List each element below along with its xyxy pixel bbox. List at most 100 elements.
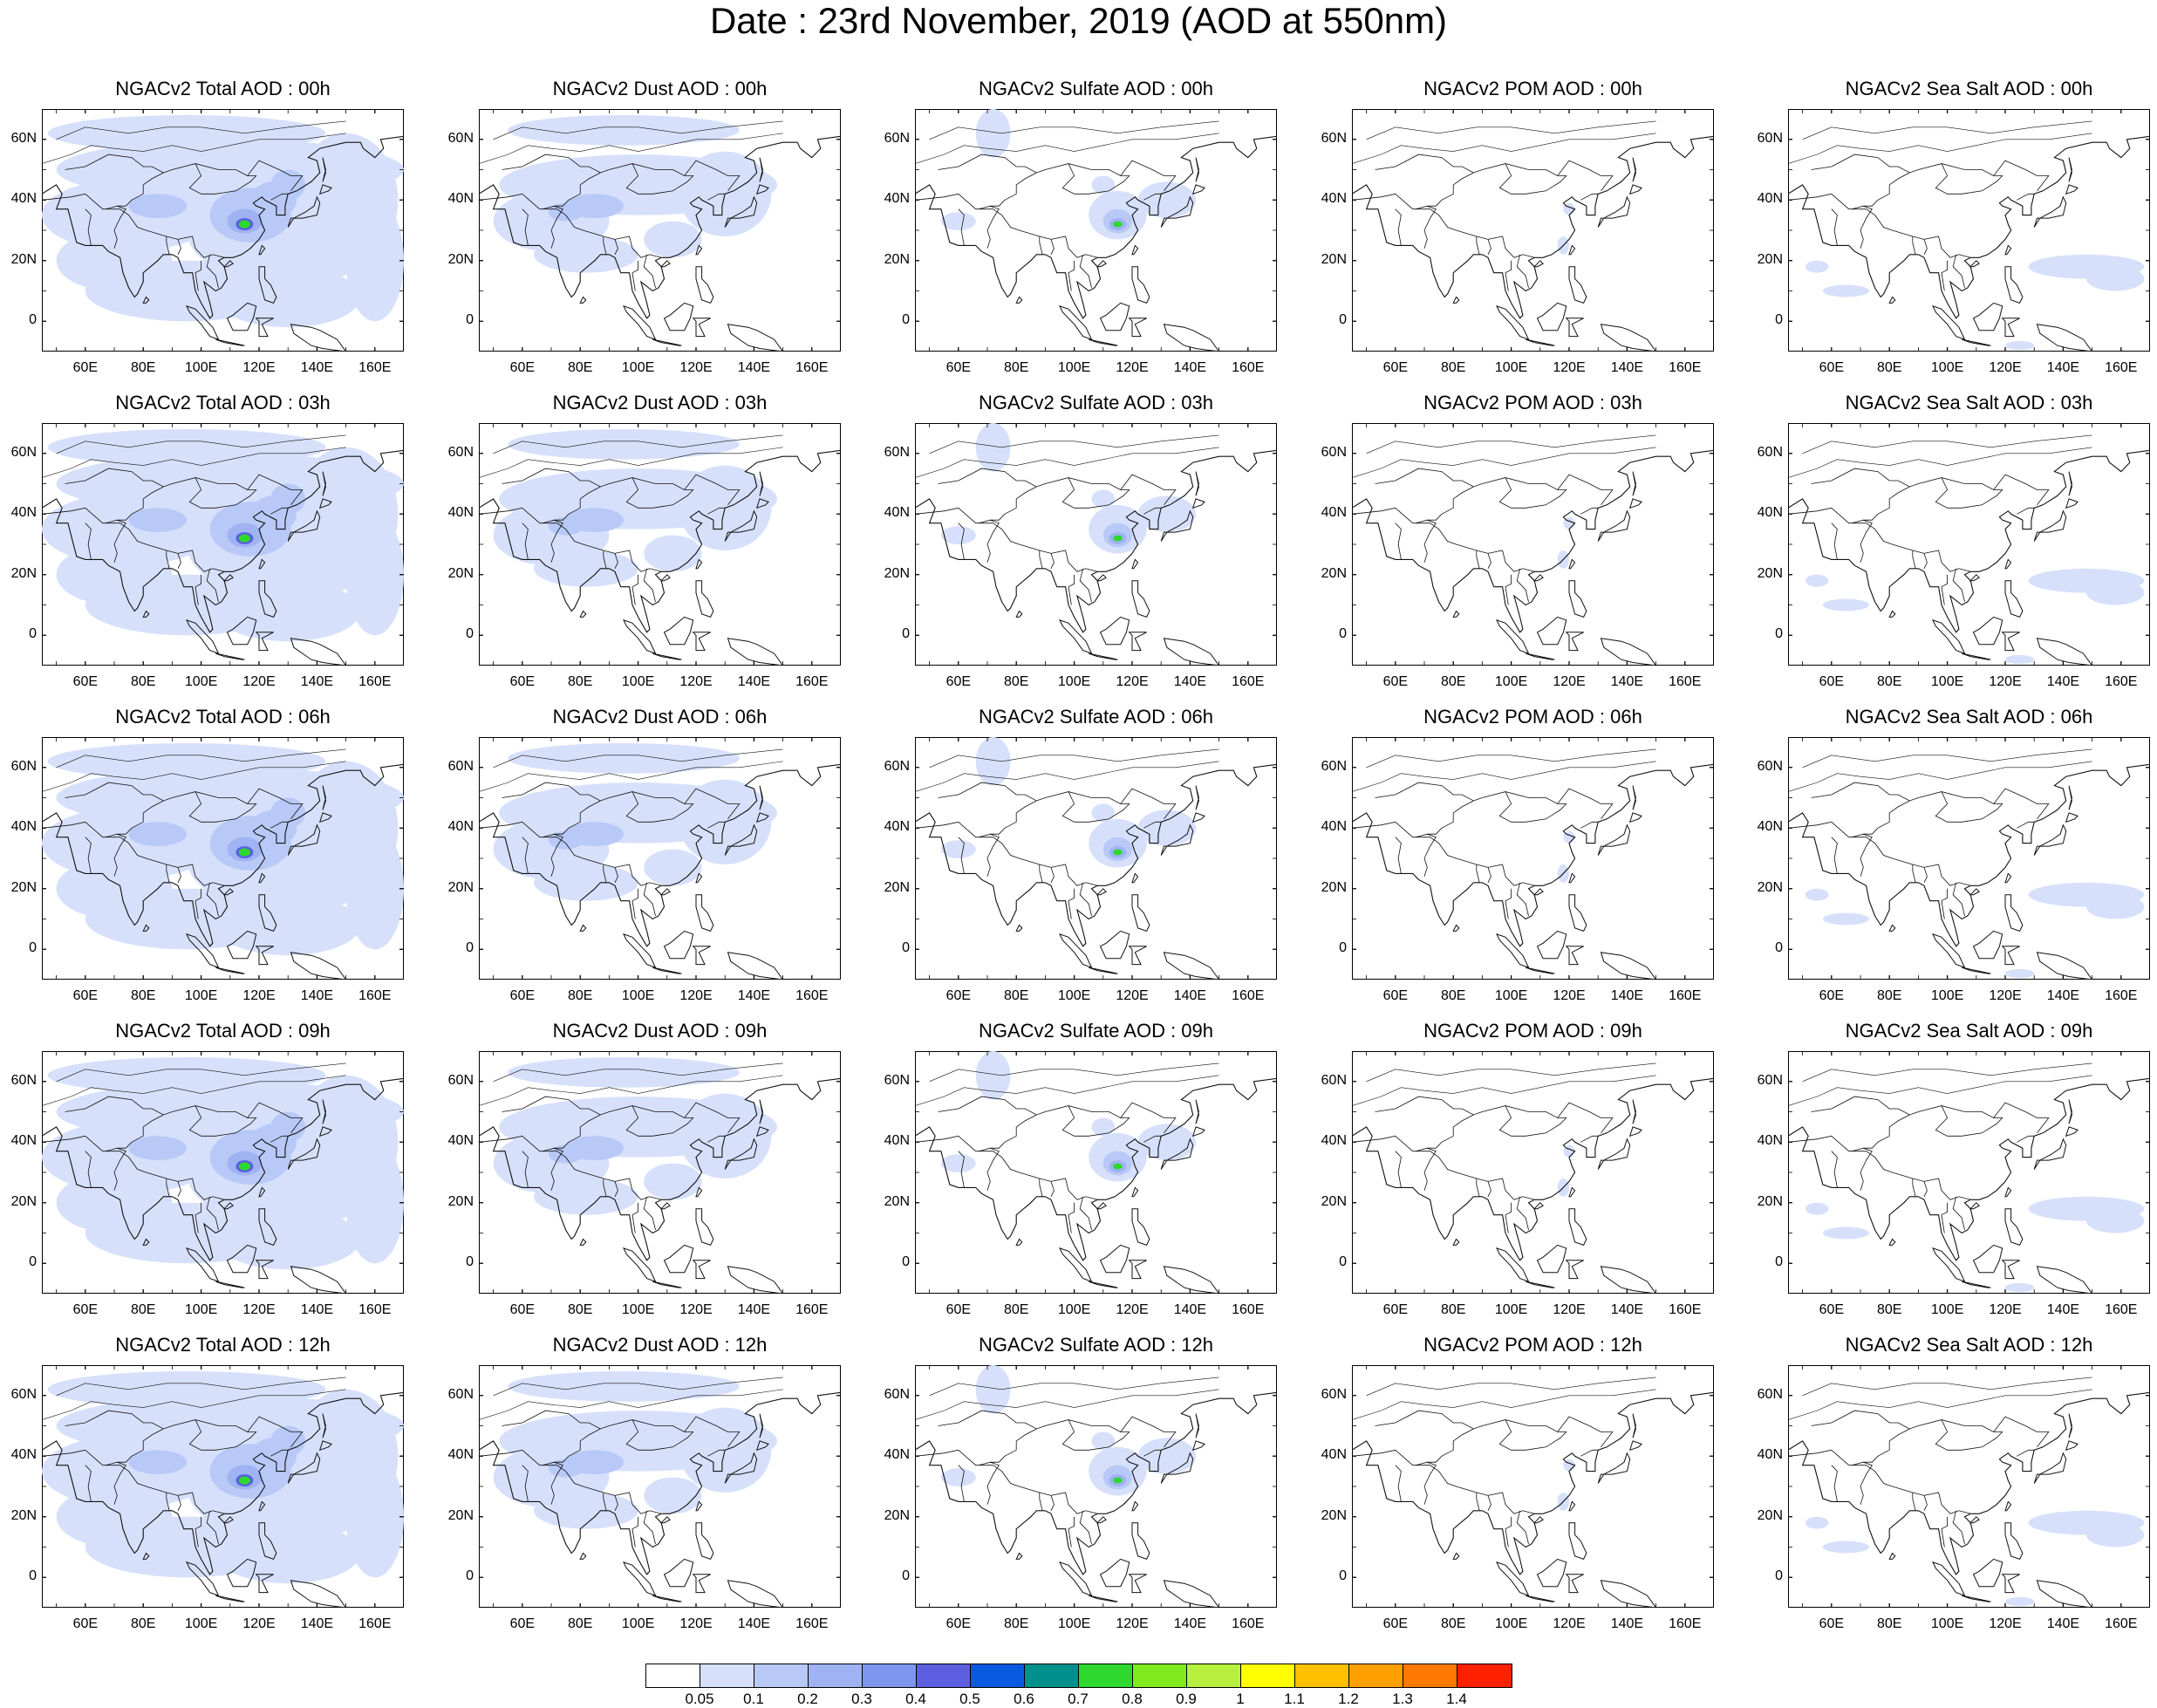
map-boundary	[85, 836, 92, 873]
aod-shade	[128, 507, 187, 532]
map-boundary	[1061, 790, 1130, 823]
map-boundary	[1597, 509, 1630, 542]
lon-label: 120E	[242, 360, 276, 375]
lon-label: 60E	[1819, 674, 1845, 689]
map-frame	[478, 108, 841, 352]
map-boundary	[1851, 205, 1873, 249]
map-boundary	[318, 1125, 332, 1137]
lon-label: 120E	[242, 1616, 276, 1631]
map-boundary	[222, 1515, 234, 1523]
map-frame	[1787, 1050, 2150, 1294]
map-boundary	[622, 1247, 656, 1282]
lon-label: 100E	[184, 1616, 218, 1631]
map-boundary	[978, 519, 1000, 563]
map-boundary	[614, 866, 618, 883]
lon-label: 80E	[130, 1616, 156, 1631]
map-boundary	[215, 1281, 245, 1288]
map-boundary	[1395, 522, 1402, 559]
lon-label: 160E	[1669, 988, 1702, 1003]
lon-label: 100E	[1930, 1616, 1964, 1631]
panel-title: NGACv2 POM AOD : 09h	[1423, 1020, 1642, 1042]
aod-shade	[1822, 1226, 1869, 1239]
map-boundary	[502, 1410, 741, 1447]
map-boundary	[1451, 924, 1459, 932]
map-boundary	[1851, 1147, 1873, 1191]
lon-label: 100E	[1057, 1302, 1091, 1317]
aod-shade	[975, 1050, 1011, 1100]
lon-label: 60E	[1819, 360, 1845, 375]
map-boundary	[622, 304, 656, 340]
lon-label: 160E	[1669, 360, 1702, 375]
map-boundary	[478, 507, 661, 572]
lon-label: 80E	[567, 988, 593, 1003]
map-boundary	[1628, 183, 1642, 195]
map-boundary	[141, 1238, 149, 1246]
map-boundary	[1565, 631, 1584, 651]
map-boundary	[522, 208, 529, 245]
map-boundary	[2003, 1500, 2011, 1511]
map-boundary	[1952, 1510, 1965, 1544]
panel-title: NGACv2 Sulfate AOD : 00h	[978, 78, 1214, 99]
lat-label: 40N	[1321, 819, 1347, 835]
aod-shade	[1112, 1477, 1123, 1484]
map-boundary	[1058, 304, 1092, 340]
map-boundary	[226, 302, 256, 331]
panel-title: NGACv2 Sea Salt AOD : 09h	[1845, 1020, 2093, 1042]
map-panel: NGACv2 POM AOD : 12h 60N 40N 20N 0 60E 80E 100E…	[1321, 1334, 1714, 1631]
aod-shade	[56, 229, 172, 290]
map-boundary	[502, 1096, 741, 1133]
map-boundary	[2033, 509, 2066, 542]
map-panel: NGACv2 Sulfate AOD : 00h 60N 40N 20N 0 60E 80E…	[884, 78, 1277, 375]
lon-label: 140E	[1173, 1616, 1207, 1631]
lat-label: 40N	[1757, 191, 1783, 207]
map-boundary	[1415, 1147, 1437, 1191]
map-boundary	[55, 120, 346, 140]
colorbar-tick-label: 1.1	[1284, 1691, 1305, 1707]
aod-field	[41, 1050, 404, 1294]
map-boundary	[1130, 243, 1138, 255]
aod-shade	[1822, 284, 1869, 297]
map-boundary	[478, 761, 783, 792]
map-boundary	[553, 800, 601, 835]
map-panel: NGACv2 Sea Salt AOD : 00h 60N 40N 20N 0 60E 80…	[1758, 78, 2150, 375]
lat-label: 0	[1775, 626, 1783, 642]
map-boundary	[755, 1439, 769, 1451]
lon-label: 100E	[1494, 674, 1528, 689]
map-boundary	[1191, 1125, 1205, 1137]
aod-shade	[238, 534, 250, 543]
aod-shade	[345, 199, 404, 321]
map-boundary	[643, 568, 656, 602]
map-boundary	[1628, 811, 1642, 823]
map-boundary	[1038, 1178, 1042, 1197]
lon-label: 100E	[1057, 1616, 1091, 1631]
lon-label: 160E	[1232, 360, 1265, 375]
map-frame	[478, 1364, 841, 1608]
map-boundary	[478, 135, 841, 319]
lon-label: 140E	[737, 360, 771, 375]
map-panel: NGACv2 Sulfate AOD : 12h 60N 40N 20N 0 60E 80E…	[884, 1334, 1277, 1631]
colorbar-swatch	[646, 1664, 700, 1687]
map-boundary	[1787, 507, 1970, 572]
map-boundary	[759, 470, 763, 496]
map-boundary	[759, 156, 763, 182]
map-boundary	[1375, 154, 1614, 191]
lat-label: 40N	[447, 1447, 474, 1463]
aod-shade	[975, 422, 1011, 472]
map-frame	[478, 1050, 841, 1294]
lat-label: 40N	[1321, 191, 1347, 207]
map-boundary	[755, 497, 769, 509]
map-boundary	[2065, 183, 2079, 195]
aod-shade	[1805, 1202, 1828, 1215]
map-boundary	[706, 1135, 725, 1143]
map-boundary	[1088, 1595, 1118, 1602]
lon-label: 160E	[795, 988, 829, 1003]
map-boundary	[1099, 1244, 1130, 1273]
lon-label: 160E	[2105, 1302, 2138, 1317]
map-boundary	[1195, 156, 1199, 182]
map-boundary	[2001, 945, 2020, 965]
aod-field	[1351, 422, 1714, 666]
aod-shade	[345, 1455, 404, 1577]
lat-label: 20N	[447, 251, 474, 267]
map-boundary	[1862, 172, 1910, 207]
